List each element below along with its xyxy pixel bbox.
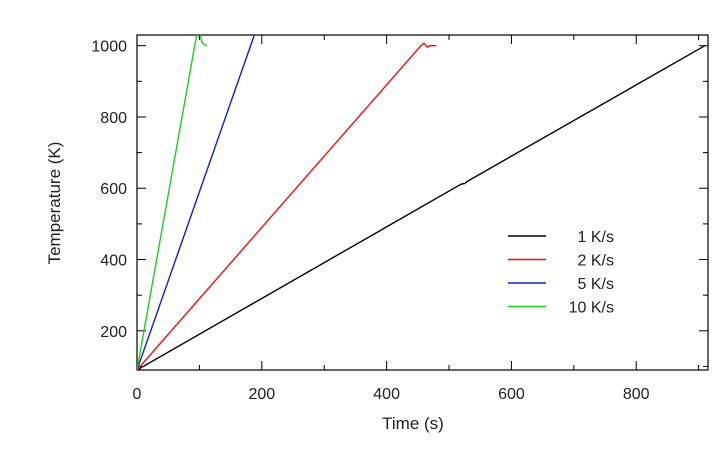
x-tick-label: 800: [623, 386, 650, 403]
x-tick-label: 600: [498, 386, 525, 403]
legend-label-4: 10 K/s: [569, 300, 614, 317]
series-line-1: [137, 45, 706, 370]
plot-frame: [136, 34, 709, 371]
x-tick-label: 0: [133, 386, 142, 403]
legend-label-1: 1 K/s: [578, 229, 614, 246]
y-tick-label: 400: [100, 253, 127, 270]
x-axis-title: Time (s): [382, 414, 444, 433]
y-tick-label: 600: [100, 181, 127, 198]
y-tick-label: 800: [100, 110, 127, 127]
series-line-3: [137, 35, 256, 370]
legend-label-2: 2 K/s: [578, 253, 614, 270]
legend: 1 K/s 2 K/s 5 K/s 10 K/s: [508, 229, 614, 317]
series-line-4: [137, 35, 208, 370]
tick-group: 0 200 400 600 800 200 400 600 800 1000: [91, 35, 708, 403]
x-tick-label: 400: [373, 386, 400, 403]
series-group: [137, 35, 706, 370]
x-tick-label: 200: [248, 386, 275, 403]
y-tick-label: 200: [100, 324, 127, 341]
y-tick-label: 1000: [91, 39, 127, 56]
legend-label-3: 5 K/s: [578, 276, 614, 293]
y-axis-title: Temperature (K): [45, 142, 64, 265]
series-line-2: [137, 42, 437, 370]
